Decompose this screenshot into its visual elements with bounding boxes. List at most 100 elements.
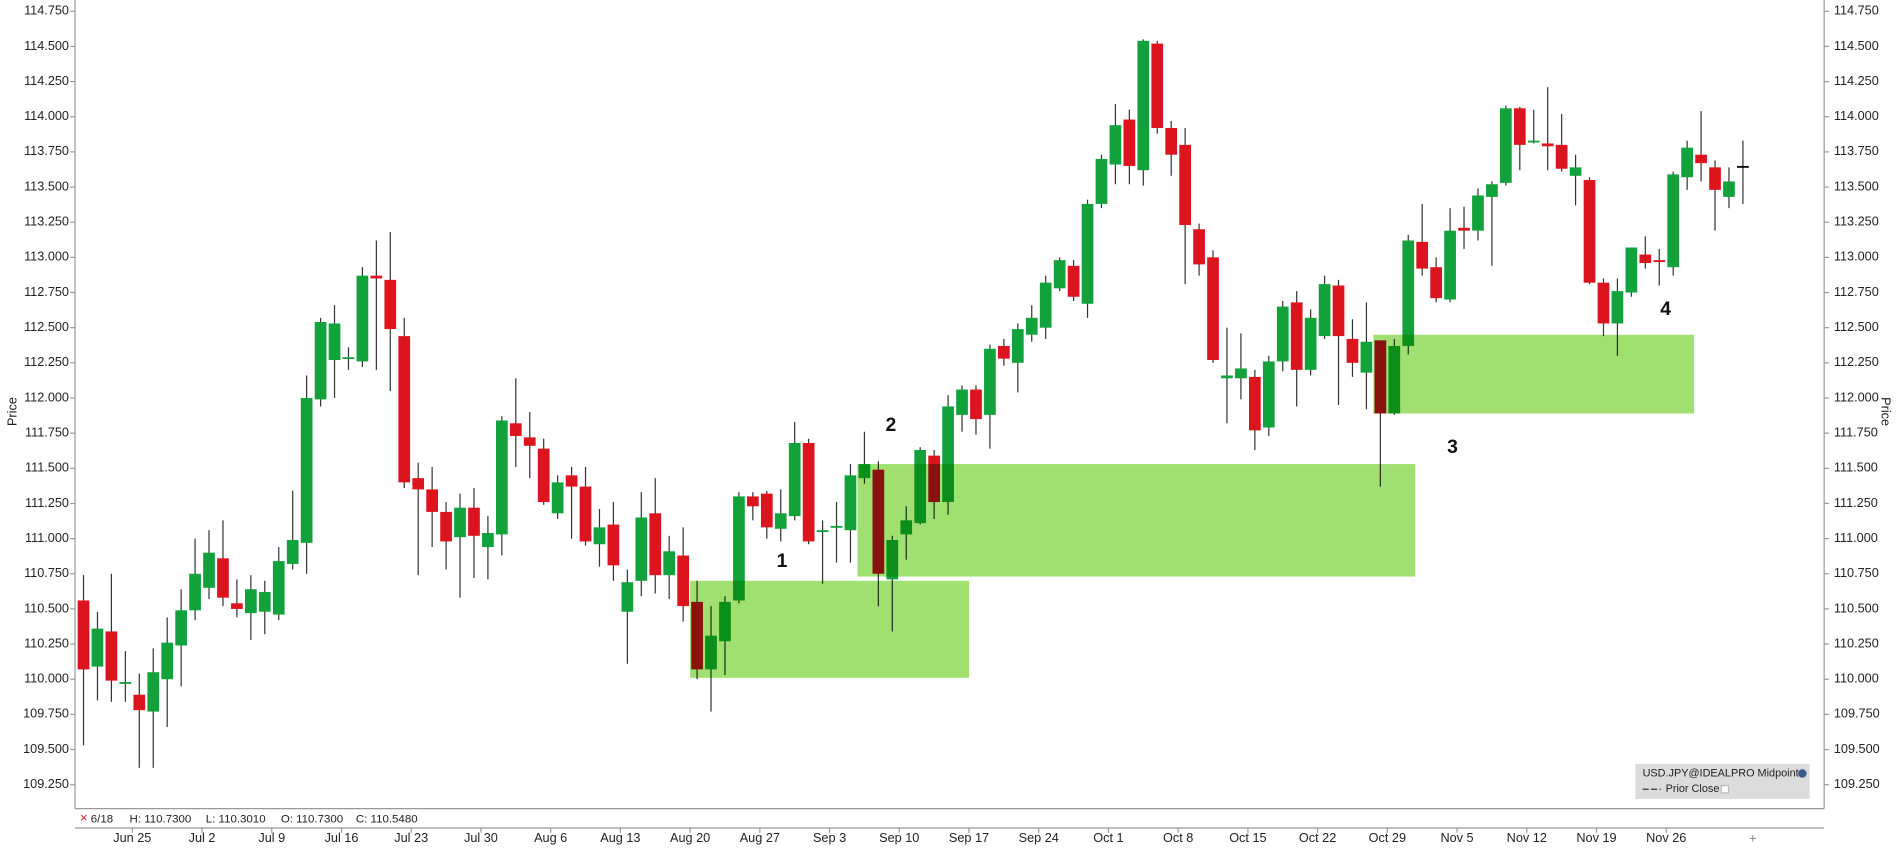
candle-body <box>1541 143 1554 147</box>
candle-body <box>1513 108 1526 145</box>
candle-body <box>412 478 425 490</box>
legend-icon[interactable] <box>1798 769 1807 778</box>
candle-body <box>1207 257 1219 361</box>
legend-checkbox[interactable] <box>1720 785 1730 794</box>
candle-body <box>635 517 648 581</box>
candle-body <box>1709 167 1721 190</box>
x-tick-label: Aug 13 <box>600 831 640 845</box>
candle-body <box>454 507 466 538</box>
y-tick-label: 111.750 <box>25 426 69 440</box>
x-tick-label: Nov 12 <box>1507 831 1547 845</box>
candle-body <box>970 389 982 420</box>
info-date: 6/18 <box>91 814 113 826</box>
candle-body <box>203 552 215 588</box>
y-tick-label: 114.000 <box>24 109 69 123</box>
y2-tick-label: 113.500 <box>1834 179 1879 193</box>
candle-body <box>1611 291 1624 324</box>
candle-body <box>1304 317 1317 370</box>
candle-body <box>621 582 634 612</box>
candle-body <box>398 336 411 483</box>
x-tick-label: Sep 17 <box>949 831 989 845</box>
info-high: H: 110.7300 <box>130 814 192 826</box>
y2-tick-label: 112.000 <box>1834 390 1879 404</box>
candle-body <box>1235 368 1247 379</box>
y-tick-label: 109.250 <box>23 777 69 791</box>
candle-body <box>161 642 174 680</box>
zone <box>1373 334 1695 414</box>
y2-tick-label: 111.750 <box>1834 426 1878 440</box>
candle-body <box>217 558 229 598</box>
candle-body <box>830 525 843 528</box>
candle-body <box>189 573 201 611</box>
annotation: 3 <box>1447 436 1458 458</box>
close-icon[interactable]: × <box>80 810 88 825</box>
candle-body <box>956 389 968 415</box>
y-tick-label: 110.000 <box>24 672 69 686</box>
y2-tick-label: 111.000 <box>1834 531 1878 545</box>
annotation: 4 <box>1660 298 1671 320</box>
y-tick-label: 112.000 <box>24 390 69 404</box>
candle-body <box>998 345 1010 359</box>
candle-body <box>1569 167 1582 176</box>
candle-body <box>1025 317 1038 335</box>
y2-tick-label: 110.500 <box>1834 601 1879 615</box>
x-tick-label: Jul 16 <box>325 831 359 845</box>
y-tick-label: 110.250 <box>24 636 69 650</box>
x-tick-label: Jul 9 <box>258 831 285 845</box>
candle-body <box>760 493 773 528</box>
candle-body <box>468 507 480 536</box>
candle-body <box>440 511 452 542</box>
candle-body <box>258 592 271 612</box>
candle-body <box>272 561 285 615</box>
zone <box>690 580 969 678</box>
candle-body <box>175 610 187 646</box>
candle-body <box>370 275 383 279</box>
candle-body <box>1527 140 1540 143</box>
annotation: 2 <box>886 414 897 436</box>
candle-body <box>1346 338 1359 363</box>
y-tick-label: 112.500 <box>24 320 69 334</box>
candle-body <box>1290 302 1303 370</box>
candle-body <box>1053 260 1066 289</box>
zones-overlay <box>690 334 1695 678</box>
x-tick-label: Nov 26 <box>1646 831 1686 845</box>
candle-body <box>1444 230 1456 300</box>
y2-tick-label: 110.000 <box>1834 672 1879 686</box>
x-tick-label: Oct 8 <box>1163 831 1193 845</box>
candle-body <box>1332 285 1345 337</box>
y-axis-label: Price <box>6 397 20 426</box>
candle-body <box>231 603 243 609</box>
candle-body <box>286 540 299 564</box>
x-tick-label: Jul 2 <box>189 831 216 845</box>
candle-body <box>328 323 341 361</box>
zone <box>857 464 1416 577</box>
candle-body <box>1095 158 1108 204</box>
candle-body <box>119 682 132 684</box>
y-tick-label: 114.500 <box>24 39 69 53</box>
y2-tick-label: 111.250 <box>1834 496 1878 510</box>
candle-body <box>482 532 494 548</box>
candle-body <box>1458 227 1470 231</box>
x-tick-label: Aug 20 <box>670 831 710 845</box>
y-tick-label: 111.000 <box>25 531 69 545</box>
candle-body <box>147 672 160 712</box>
y-tick-label: 109.750 <box>23 707 69 721</box>
candle-body <box>1039 282 1052 328</box>
candle-body <box>579 486 592 542</box>
expand-icon[interactable]: + <box>1749 830 1757 845</box>
candle-body <box>495 420 508 535</box>
candle-body <box>1681 147 1693 178</box>
candle-body <box>1639 254 1652 263</box>
y2-tick-label: 111.500 <box>1834 461 1878 475</box>
x-tick-label: Nov 5 <box>1440 831 1473 845</box>
candle-body <box>1737 165 1749 168</box>
y2-tick-label: 113.000 <box>1834 250 1879 264</box>
candle-body <box>1555 144 1568 169</box>
y2-tick-label: 114.000 <box>1834 109 1879 123</box>
candle-body <box>384 279 397 330</box>
y-tick-label: 112.750 <box>24 285 69 299</box>
candle-body <box>244 589 257 614</box>
legend-entry: USD.JPY@IDEALPRO Midpoint <box>1643 767 1799 779</box>
